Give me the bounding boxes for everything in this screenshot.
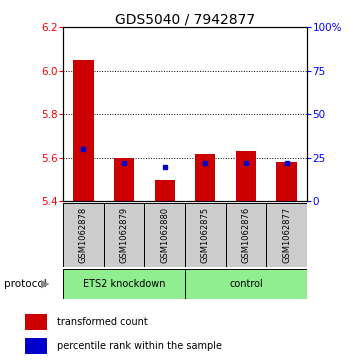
Text: ▶: ▶ <box>41 279 49 289</box>
Text: control: control <box>229 279 263 289</box>
Text: GSM1062878: GSM1062878 <box>79 207 88 263</box>
Bar <box>195 154 216 201</box>
Bar <box>226 203 266 267</box>
Bar <box>104 203 144 267</box>
Title: GDS5040 / 7942877: GDS5040 / 7942877 <box>115 12 255 26</box>
Text: transformed count: transformed count <box>57 317 147 327</box>
Bar <box>155 180 175 201</box>
Bar <box>236 151 256 201</box>
Text: percentile rank within the sample: percentile rank within the sample <box>57 341 222 351</box>
Text: protocol: protocol <box>4 279 46 289</box>
Bar <box>73 60 93 201</box>
Text: GSM1062877: GSM1062877 <box>282 207 291 263</box>
Bar <box>114 158 134 201</box>
Bar <box>63 203 104 267</box>
Bar <box>266 203 307 267</box>
Bar <box>25 338 47 354</box>
Bar <box>144 203 185 267</box>
Bar <box>25 314 47 330</box>
Text: GSM1062875: GSM1062875 <box>201 207 210 263</box>
Bar <box>185 269 307 299</box>
Text: GSM1062876: GSM1062876 <box>242 207 251 263</box>
Bar <box>185 203 226 267</box>
Bar <box>277 162 297 201</box>
Text: ETS2 knockdown: ETS2 knockdown <box>83 279 165 289</box>
Text: GSM1062880: GSM1062880 <box>160 207 169 263</box>
Bar <box>63 269 185 299</box>
Text: GSM1062879: GSM1062879 <box>119 207 129 263</box>
